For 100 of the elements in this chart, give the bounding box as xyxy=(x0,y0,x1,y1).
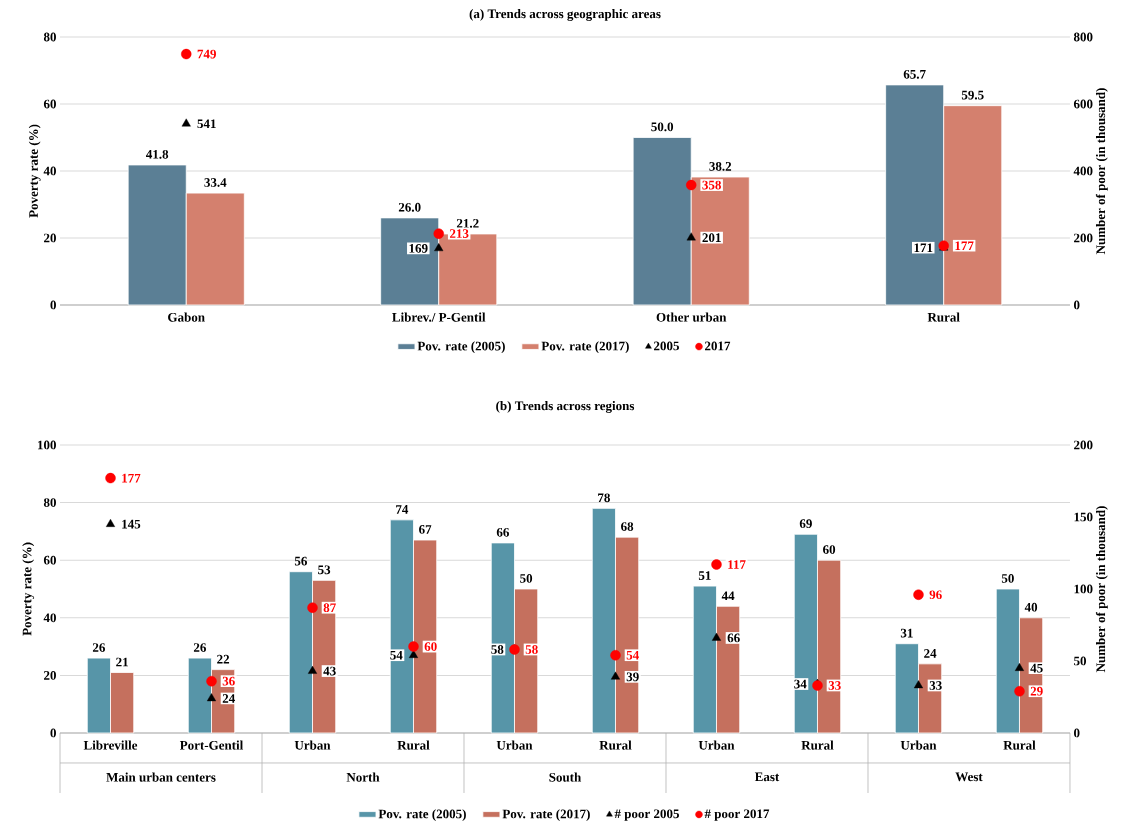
data-label: 87 xyxy=(323,603,336,613)
data-label: 749 xyxy=(197,49,216,59)
y-tick-label: 0 xyxy=(50,300,56,310)
data-label: 22 xyxy=(217,654,230,664)
x-tick-label: Rural xyxy=(927,312,960,322)
data-label: 56 xyxy=(294,556,307,566)
y2-tick-label: 600 xyxy=(1073,99,1093,109)
y-tick-label: 80 xyxy=(43,32,56,42)
data-label: 117 xyxy=(728,560,746,569)
data-label: 69 xyxy=(799,519,812,529)
point xyxy=(105,518,116,527)
data-label: 213 xyxy=(449,229,469,238)
y2-axis-title: Number of poor (in thousand) xyxy=(1095,506,1108,673)
legend-label: Pov. rate (2005) xyxy=(417,341,505,354)
data-label: 21.2 xyxy=(456,218,479,228)
y-tick-label: 20 xyxy=(44,671,56,680)
data-label: 33 xyxy=(828,681,841,690)
point xyxy=(913,680,924,689)
data-label: 60 xyxy=(424,642,437,651)
data-label: 54 xyxy=(390,650,403,660)
data-label: 51 xyxy=(698,571,711,580)
y-tick-label: 60 xyxy=(43,555,56,565)
x-tick-label: Urban xyxy=(900,740,937,750)
data-label: 21 xyxy=(116,657,128,667)
data-label: 59.5 xyxy=(961,90,984,100)
legend-label: # poor 2005 xyxy=(614,809,679,821)
data-label: 177 xyxy=(955,241,974,250)
data-label: 40 xyxy=(1024,602,1038,612)
data-label: 65.7 xyxy=(903,69,926,79)
point xyxy=(105,472,116,484)
y-tick-label: 40 xyxy=(43,613,56,623)
data-label: 66 xyxy=(727,633,740,643)
point xyxy=(408,650,419,658)
data-label: 169 xyxy=(409,244,428,253)
x-tick-label: Urban xyxy=(698,740,735,750)
x-tick-label: Gabon xyxy=(168,312,205,322)
data-label: 66 xyxy=(496,527,509,537)
y-axis-title: Poverty rate (%) xyxy=(22,542,35,636)
point xyxy=(686,232,696,241)
point xyxy=(408,641,419,652)
point xyxy=(812,680,823,691)
y2-tick-label: 100 xyxy=(1074,584,1093,594)
point xyxy=(913,589,924,600)
y-tick-label: 80 xyxy=(43,498,56,507)
point xyxy=(1014,662,1025,671)
point xyxy=(610,650,621,661)
y2-tick-label: 800 xyxy=(1073,32,1093,42)
point xyxy=(711,632,722,641)
y-tick-label: 0 xyxy=(50,728,56,738)
data-label: 67 xyxy=(419,525,432,534)
x-tick-label: Other urban xyxy=(656,312,727,322)
y2-tick-label: 400 xyxy=(1073,166,1093,176)
data-label: 96 xyxy=(929,590,942,600)
data-label: 36 xyxy=(222,676,235,686)
data-label: 44 xyxy=(721,591,735,601)
point xyxy=(206,693,217,702)
point xyxy=(307,602,318,613)
data-label: 26.0 xyxy=(398,202,421,212)
y2-axis-title: Number of poor (in thousand) xyxy=(1095,88,1108,255)
data-label: 145 xyxy=(122,519,141,529)
legend-label: Pov. rate (2017) xyxy=(502,809,590,821)
data-label: 54 xyxy=(626,650,639,660)
x-tick-label: Rural xyxy=(397,740,430,750)
data-label: 78 xyxy=(598,493,610,503)
data-label: 177 xyxy=(122,473,141,483)
y2-tick-label: 50 xyxy=(1074,656,1087,666)
data-label: 41.8 xyxy=(146,149,169,159)
x-tick-label: Rural xyxy=(1003,740,1036,750)
x-tick-label: Urban xyxy=(294,740,331,750)
text: West xyxy=(955,772,983,782)
data-label: 58 xyxy=(525,645,538,654)
x-tick-label: Rural xyxy=(801,740,834,750)
y-axis-title: Poverty rate (%) xyxy=(28,124,41,218)
y2-tick-label: 200 xyxy=(1074,440,1093,450)
data-label: 33 xyxy=(929,681,942,690)
point xyxy=(206,675,217,687)
data-label: 39 xyxy=(626,672,639,682)
chart-title: (b) Trends across regions xyxy=(496,401,635,413)
data-label: 45 xyxy=(1030,663,1043,673)
y2-tick-label: 150 xyxy=(1074,512,1093,522)
data-label: 74 xyxy=(396,505,409,514)
x-tick-label: Libreville xyxy=(83,740,138,750)
data-label: 53 xyxy=(318,565,331,575)
text: North xyxy=(346,772,380,782)
data-label: 68 xyxy=(621,522,634,531)
point xyxy=(433,228,444,239)
legend-label: 2005 xyxy=(654,341,679,351)
y2-tick-label: 0 xyxy=(1073,300,1080,310)
text: South xyxy=(549,772,582,782)
point xyxy=(181,48,192,60)
chart-title: (a) Trends across geographic areas xyxy=(469,9,661,21)
point xyxy=(181,118,191,127)
data-label: 201 xyxy=(702,233,721,243)
data-label: 171 xyxy=(914,243,933,252)
point xyxy=(686,179,697,191)
text: East xyxy=(754,772,780,782)
legend-label: Pov. rate (2017) xyxy=(541,341,629,354)
data-label: 541 xyxy=(197,119,216,129)
legend-label: 2017 xyxy=(705,341,731,351)
data-label: 29 xyxy=(1030,686,1043,696)
